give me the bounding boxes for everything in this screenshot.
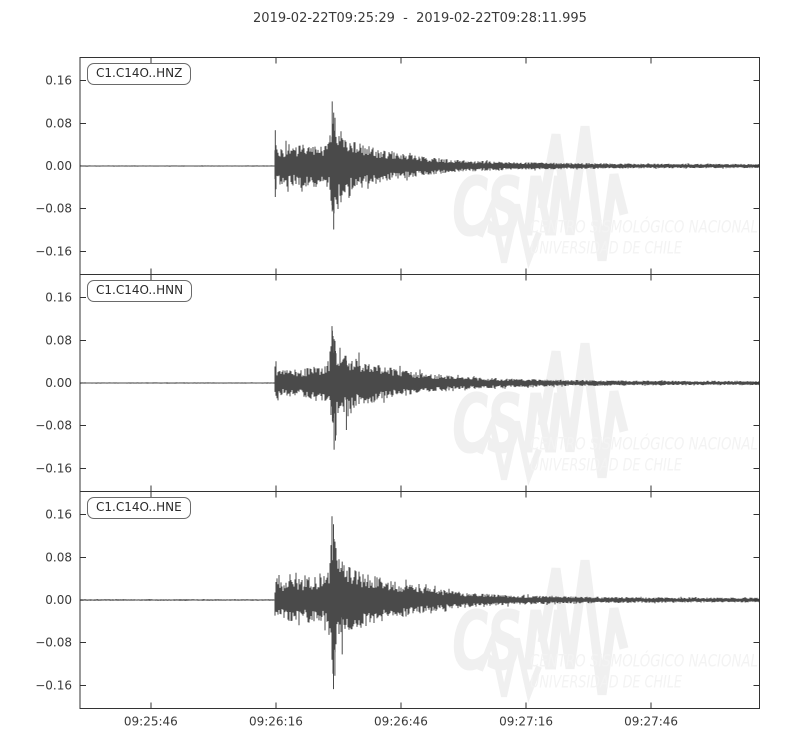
trace-label-hne: C1.C14O..HNE xyxy=(87,497,191,519)
y-tick-label: 0.00 xyxy=(45,159,72,173)
y-tick-label: −0.16 xyxy=(35,244,72,258)
y-tick-label: −0.08 xyxy=(35,419,72,433)
y-tick-label: 0.08 xyxy=(45,333,72,347)
trace-label-hnn: C1.C14O..HNN xyxy=(87,280,193,302)
y-tick-label: 0.08 xyxy=(45,116,72,130)
y-tick-label: −0.16 xyxy=(35,678,72,692)
trace-label-hnz: C1.C14O..HNZ xyxy=(87,63,192,85)
y-tick-label: 0.16 xyxy=(45,508,72,522)
watermark-institution-line2: UNIVERSIDAD DE CHILE xyxy=(530,456,682,476)
y-tick-label: −0.08 xyxy=(35,202,72,216)
x-tick-label: 09:27:46 xyxy=(624,715,678,729)
waveform-hnn xyxy=(79,326,760,436)
watermark-wave-small-icon xyxy=(477,196,542,269)
y-tick-label: 0.00 xyxy=(45,593,72,607)
watermark-wave-small-icon xyxy=(477,630,542,703)
watermark-wave-icon xyxy=(537,342,629,479)
x-tick-label: 09:25:46 xyxy=(124,715,178,729)
figure-title: 2019-02-22T09:25:29 - 2019-02-22T09:28:1… xyxy=(253,11,587,26)
y-tick-label: −0.08 xyxy=(35,636,72,650)
x-tick-label: 09:26:46 xyxy=(374,715,428,729)
y-tick-label: 0.16 xyxy=(45,74,72,88)
watermark-institution-line1: CENTRO SISMOLÓGICO NACIONAL xyxy=(530,216,758,238)
x-tick-label: 09:26:16 xyxy=(249,715,303,729)
waveform-hnz xyxy=(79,117,760,214)
watermark-institution-line1: CENTRO SISMOLÓGICO NACIONAL xyxy=(530,433,758,455)
watermark-wave-small-icon xyxy=(477,413,542,486)
y-tick-label: 0.16 xyxy=(45,291,72,305)
y-tick-label: −0.16 xyxy=(35,461,72,475)
x-tick-label: 09:27:16 xyxy=(499,715,553,729)
watermark-institution-line2: UNIVERSIDAD DE CHILE xyxy=(530,673,682,693)
y-tick-label: 0.08 xyxy=(45,550,72,564)
watermark-institution-line1: CENTRO SISMOLÓGICO NACIONAL xyxy=(530,650,758,672)
watermark-institution-line2: UNIVERSIDAD DE CHILE xyxy=(530,239,682,259)
watermark-wave-icon xyxy=(537,125,629,262)
y-tick-label: 0.00 xyxy=(45,376,72,390)
watermark-wave-icon xyxy=(537,559,629,696)
